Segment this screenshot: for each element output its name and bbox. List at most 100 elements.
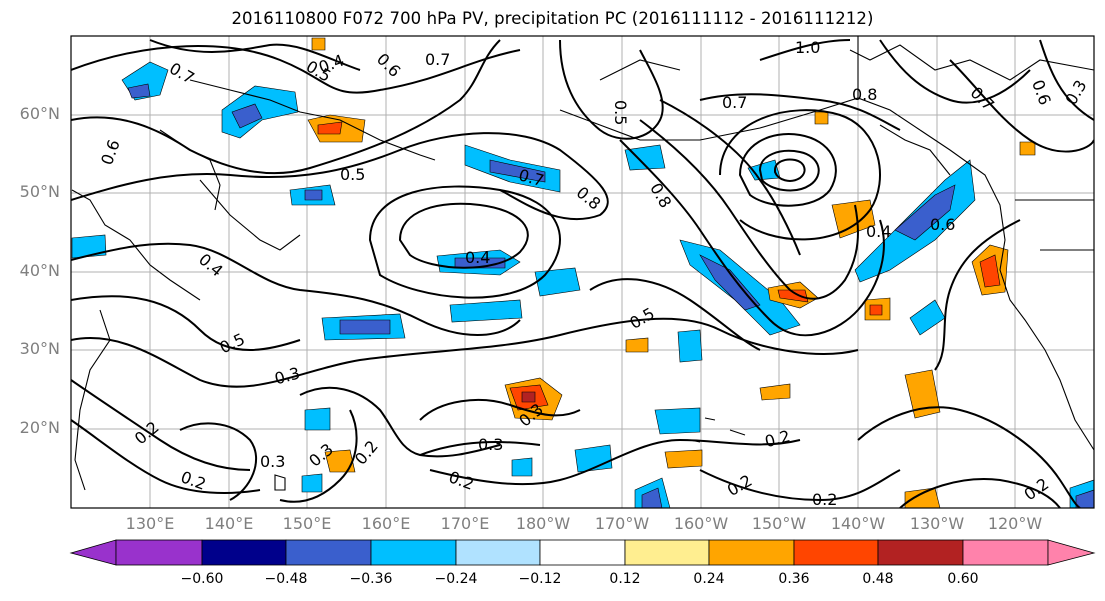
lon-label: 140°W (830, 514, 886, 533)
colorbar-tick-label: −0.48 (264, 571, 308, 587)
precip-blob (511, 457, 533, 477)
contour-label: 0.7 (425, 50, 450, 69)
precip-blob (311, 37, 326, 51)
precip-blob (324, 449, 356, 473)
precip-blob (909, 299, 946, 336)
colorbar (69, 539, 1096, 566)
lon-label: 180°W (515, 514, 571, 533)
precip-blob (304, 189, 323, 201)
precip-blob (449, 299, 523, 323)
lon-label: 170°W (594, 514, 650, 533)
colorbar-tick-label: −0.60 (180, 571, 224, 587)
colorbar-swatch (285, 539, 372, 566)
lat-label: 40°N (19, 261, 60, 280)
colorbar-left-extension (69, 539, 117, 566)
precip-blob (574, 444, 613, 473)
precip-blob (894, 184, 956, 241)
contour-label: 0.3 (1061, 77, 1090, 109)
colorbar-tick-label: 0.48 (862, 571, 894, 587)
precip-blob (654, 407, 701, 435)
precip-blob (301, 473, 323, 493)
contour-label: 0.6 (97, 137, 124, 167)
contour-label: 0.2 (724, 471, 756, 500)
contour-label: 0.7 (722, 93, 747, 112)
contour-label: 0.7 (166, 59, 198, 88)
lon-label: 150°W (751, 514, 807, 533)
precip-blob (1019, 141, 1036, 156)
colorbar-tick-label: −0.36 (349, 571, 393, 587)
contour-label: 0.8 (852, 85, 877, 104)
coastlines (71, 36, 1094, 491)
lon-label: 130°W (909, 514, 965, 533)
colorbar-swatch (539, 539, 626, 566)
precip-blob (677, 329, 703, 363)
precip-blob (904, 369, 941, 419)
colorbar-swatch (877, 539, 964, 566)
contour-label: 0.3 (272, 363, 302, 388)
contour-label: 0.5 (217, 329, 248, 357)
lat-label: 20°N (19, 418, 60, 437)
precip-blob (979, 254, 1001, 288)
colorbar-swatch (115, 539, 203, 566)
lat-label: 30°N (19, 339, 60, 358)
contour-label: 0.2 (1020, 474, 1052, 504)
colorbar-tick-label: 0.24 (693, 571, 725, 587)
precip-blob (777, 289, 809, 303)
lat-label: 60°N (19, 104, 60, 123)
contour-label: 0.6 (373, 49, 404, 80)
lon-label: 160°E (361, 514, 411, 533)
lon-label: 140°E (204, 514, 254, 533)
lon-label: 170°E (440, 514, 490, 533)
lon-label: 120°W (987, 514, 1043, 533)
contour-label: 0.8 (573, 183, 605, 214)
precip-blob (664, 449, 703, 469)
colorbar-tick-label: −0.12 (518, 571, 562, 587)
precip-blob (231, 103, 263, 129)
contour-label: 0.2 (812, 490, 837, 509)
contour-label: 0.3 (478, 435, 503, 454)
precip-blob (317, 121, 343, 135)
precip-blob (71, 234, 107, 259)
lon-label: 130°E (125, 514, 175, 533)
precip-blob (624, 144, 666, 171)
colorbar-swatch (708, 539, 795, 566)
colorbar-swatch (201, 539, 287, 566)
precip-blob (759, 383, 791, 401)
colorbar-tick-label: 0.12 (609, 571, 641, 587)
colorbar-tick-label: 0.60 (947, 571, 979, 587)
contour-label: 0.2 (446, 467, 476, 494)
contour-label: 0.3 (260, 452, 285, 471)
colorbar-swatch (624, 539, 710, 566)
colorbar-right-extension (1047, 539, 1096, 566)
contour-label: 0.2 (178, 467, 208, 494)
colorbar-tick-label: 0.36 (778, 571, 810, 587)
pv-contours (71, 39, 1094, 508)
precip-blob (521, 391, 536, 403)
precip-blob (339, 319, 391, 335)
precip-positive-shading (307, 37, 1036, 508)
colorbar-swatch (793, 539, 879, 566)
precip-blob (869, 304, 883, 316)
contour-label: 0.6 (1028, 77, 1055, 107)
contour-label: 0.4 (465, 248, 490, 267)
map-title: 2016110800 F072 700 hPa PV, precipitatio… (231, 9, 874, 28)
colorbar-swatch (962, 539, 1049, 566)
contour-label: 0.2 (763, 426, 793, 451)
contour-label: 0.5 (340, 165, 365, 184)
precip-blob (814, 111, 829, 125)
lat-label: 50°N (19, 182, 60, 201)
contour-label: 0.4 (866, 222, 891, 241)
map-frame (70, 35, 1095, 509)
contour-label: 0.5 (626, 304, 658, 333)
colorbar-swatch (455, 539, 541, 566)
precip-blob (489, 159, 546, 183)
contour-label: 0.8 (646, 180, 675, 212)
contour-label: 1.0 (795, 38, 820, 57)
lon-label: 160°W (673, 514, 729, 533)
contour-label: 0.5 (611, 100, 630, 125)
precip-blob (904, 487, 941, 508)
lon-label: 150°E (282, 514, 332, 533)
precip-negative-shading (71, 61, 1094, 508)
precip-blob (534, 267, 581, 297)
